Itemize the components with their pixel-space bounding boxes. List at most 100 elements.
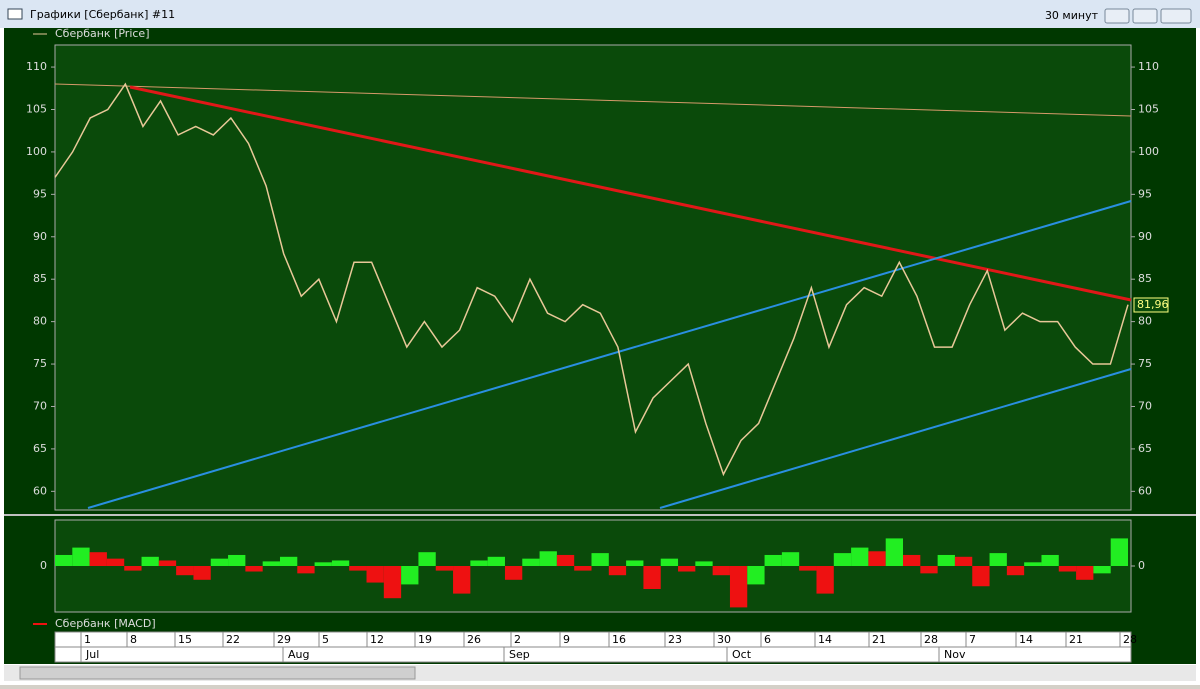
macd-bar	[608, 566, 627, 576]
y-tick-label: 60	[33, 484, 47, 497]
macd-bar	[1041, 554, 1059, 566]
day-label: 9	[563, 633, 570, 646]
y-tick-label: 105	[26, 102, 47, 115]
macd-bar	[401, 566, 419, 585]
price-legend: Сбербанк [Price]	[55, 27, 150, 40]
macd-bar	[937, 554, 955, 566]
macd-bar	[106, 558, 125, 566]
macd-bar	[470, 560, 488, 566]
macd-bar	[833, 553, 852, 566]
y-tick-label: 110	[26, 60, 47, 73]
macd-bar	[193, 566, 211, 580]
macd-bar	[695, 561, 713, 566]
y-tick-label: 60	[1138, 484, 1152, 497]
macd-bar	[764, 554, 782, 566]
y-tick-label: 80	[1138, 315, 1152, 328]
macd-bar	[141, 556, 159, 566]
day-label: 6	[764, 633, 771, 646]
day-label: 26	[467, 633, 481, 646]
month-label: Jul	[85, 648, 99, 661]
scrollbar-thumb[interactable]	[19, 666, 416, 680]
macd-bar	[851, 547, 869, 566]
y-tick-label: 70	[33, 399, 47, 412]
macd-bar	[920, 566, 938, 574]
macd-bar	[747, 566, 765, 585]
macd-bar	[124, 566, 142, 571]
macd-bar	[643, 566, 661, 589]
macd-bar	[868, 551, 886, 566]
macd-bar	[816, 566, 834, 594]
macd-bar	[349, 566, 367, 571]
y-tick-label: 0	[1138, 559, 1145, 572]
interval: 30 минут	[1045, 9, 1099, 22]
panel-separator	[4, 514, 1196, 516]
day-label: 29	[277, 633, 291, 646]
minimize-button[interactable]	[1104, 8, 1130, 24]
macd-bar	[989, 553, 1007, 566]
macd-bar	[799, 566, 817, 571]
day-label: 16	[612, 633, 626, 646]
macd-bar	[522, 558, 540, 566]
macd-bar	[1058, 566, 1077, 572]
day-label: 23	[668, 633, 682, 646]
macd-bar	[556, 554, 575, 566]
macd-bar	[72, 547, 90, 566]
close-button[interactable]	[1160, 8, 1192, 24]
day-label: 1	[84, 633, 91, 646]
macd-bar	[1024, 562, 1042, 566]
y-tick-label: 70	[1138, 399, 1152, 412]
channel-line	[87, 200, 1132, 509]
day-label: 22	[226, 633, 240, 646]
month-label: Oct	[732, 648, 752, 661]
maximize-button[interactable]	[1132, 8, 1158, 24]
macd-bar	[245, 566, 263, 572]
day-label: 14	[1019, 633, 1033, 646]
macd-bar	[487, 556, 505, 566]
trend-line	[54, 83, 1132, 117]
macd-bar	[262, 561, 280, 566]
macd-bar	[176, 566, 194, 576]
y-tick-label: 110	[1138, 60, 1159, 73]
macd-bar	[678, 566, 696, 572]
day-label: 12	[370, 633, 384, 646]
macd-bar	[591, 553, 609, 566]
price-plot	[54, 44, 1132, 511]
y-tick-label: 90	[1138, 230, 1152, 243]
macd-bar	[781, 552, 800, 566]
y-tick-label: 0	[40, 559, 47, 572]
month-label: Nov	[944, 648, 966, 661]
macd-bar	[574, 566, 592, 571]
last-value-box	[1133, 297, 1169, 313]
macd-bar	[418, 552, 436, 566]
day-label: 14	[818, 633, 832, 646]
day-label: 28	[924, 633, 938, 646]
macd-bar	[89, 552, 107, 566]
y-tick-label: 80	[33, 315, 47, 328]
macd-bar	[297, 566, 315, 574]
macd-legend: Сбербанк [MACD]	[55, 617, 156, 630]
day-label: 21	[1069, 633, 1083, 646]
y-tick-label: 75	[33, 357, 47, 370]
y-tick-label: 75	[1138, 357, 1152, 370]
macd-bar	[453, 566, 471, 594]
day-label: 8	[130, 633, 137, 646]
macd-bar	[660, 558, 679, 566]
macd-bar	[1006, 566, 1025, 576]
macd-bar	[954, 556, 973, 566]
day-label: 28	[1123, 633, 1137, 646]
macd-bar	[331, 560, 350, 566]
y-tick-label: 100	[26, 145, 47, 158]
day-label: 7	[969, 633, 976, 646]
title-bar	[0, 0, 1200, 28]
macd-bar	[539, 551, 557, 566]
y-tick-label: 65	[33, 442, 47, 455]
macd-bar	[314, 562, 332, 566]
macd-bar	[504, 566, 523, 580]
macd-bar	[1076, 566, 1094, 580]
macd-bar	[435, 566, 454, 571]
macd-bar	[279, 556, 298, 566]
macd-bar	[383, 566, 402, 599]
macd-bar	[972, 566, 990, 587]
day-label: 30	[717, 633, 731, 646]
